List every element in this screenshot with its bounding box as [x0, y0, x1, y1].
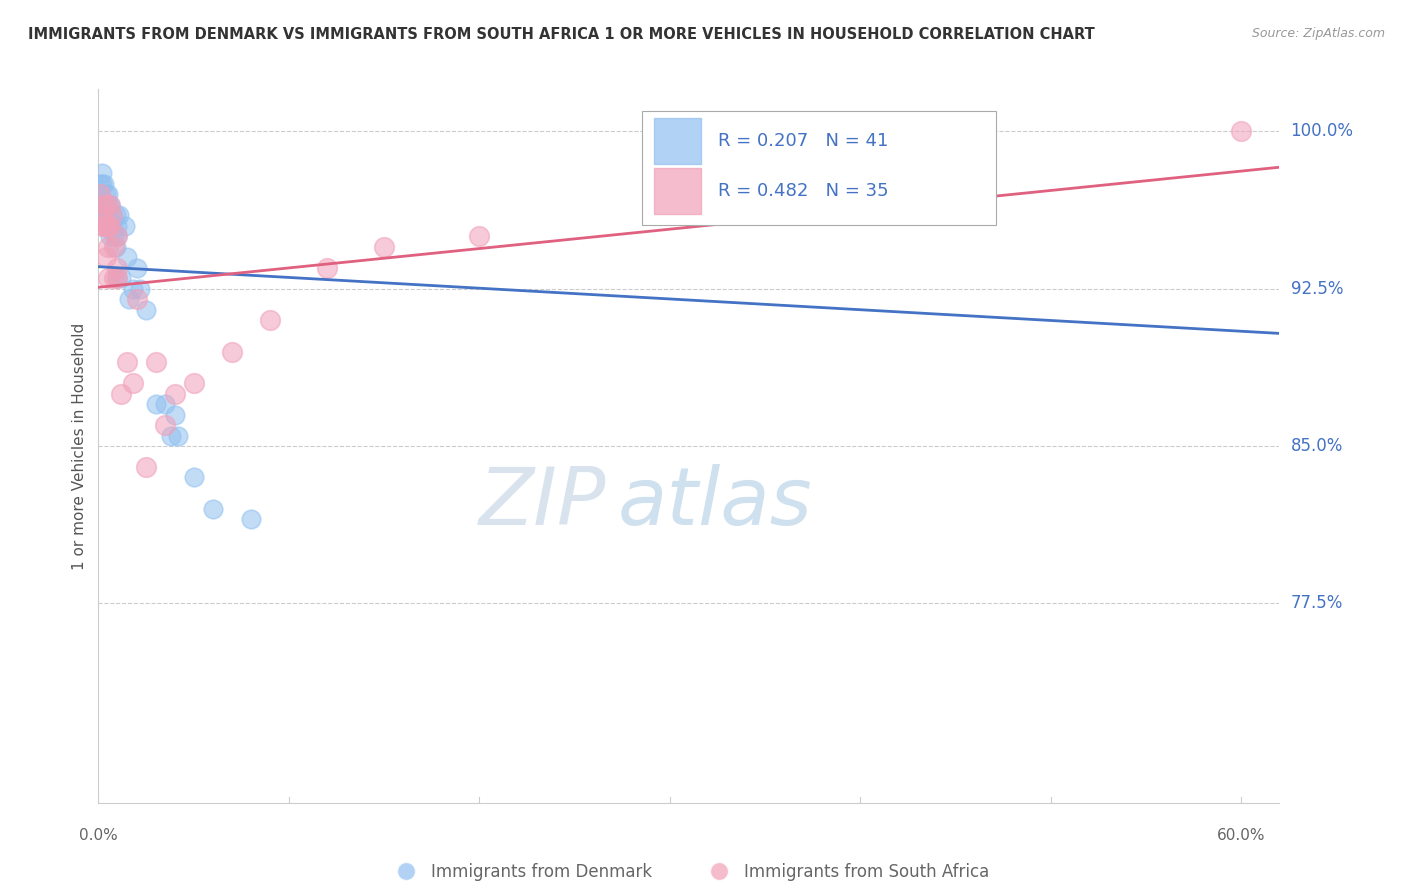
Point — [163, 408, 186, 422]
Text: Source: ZipAtlas.com: Source: ZipAtlas.com — [1251, 27, 1385, 40]
Point — [145, 355, 167, 369]
Point — [201, 502, 224, 516]
Point — [811, 124, 834, 138]
Point — [159, 428, 181, 442]
Point — [114, 219, 136, 233]
Point — [104, 208, 127, 222]
FancyBboxPatch shape — [654, 118, 700, 164]
FancyBboxPatch shape — [654, 168, 700, 214]
Point — [121, 282, 143, 296]
Point — [1230, 124, 1253, 138]
Point — [93, 197, 115, 211]
Point — [259, 313, 281, 327]
Point — [100, 208, 122, 222]
Text: 92.5%: 92.5% — [1291, 279, 1343, 298]
Point — [153, 397, 176, 411]
Point — [373, 239, 395, 253]
Point — [98, 229, 121, 244]
Point — [93, 197, 115, 211]
Point — [107, 271, 129, 285]
Point — [100, 208, 122, 222]
Point — [118, 292, 141, 306]
Point — [97, 239, 120, 253]
Point — [129, 282, 152, 296]
Text: 60.0%: 60.0% — [1218, 828, 1265, 843]
Point — [91, 219, 114, 233]
Point — [658, 208, 681, 222]
Point — [89, 177, 111, 191]
Point — [103, 229, 125, 244]
Point — [107, 229, 129, 244]
Point — [107, 229, 129, 244]
Point — [167, 428, 190, 442]
Point — [107, 260, 129, 275]
FancyBboxPatch shape — [641, 111, 995, 225]
Text: R = 0.482   N = 35: R = 0.482 N = 35 — [718, 182, 889, 200]
Point — [103, 271, 125, 285]
Point — [94, 197, 117, 211]
Point — [94, 187, 117, 202]
Point — [93, 208, 115, 222]
Point — [115, 250, 138, 264]
Text: 0.0%: 0.0% — [79, 828, 118, 843]
Point — [91, 166, 114, 180]
Point — [97, 208, 120, 222]
Point — [94, 197, 117, 211]
Point — [107, 271, 129, 285]
Point — [98, 219, 121, 233]
Point — [125, 292, 148, 306]
Point — [104, 239, 127, 253]
Point — [121, 376, 143, 390]
Point — [89, 187, 111, 202]
Point — [94, 219, 117, 233]
Text: 77.5%: 77.5% — [1291, 594, 1343, 613]
Point — [94, 208, 117, 222]
Point — [135, 302, 157, 317]
Legend: Immigrants from Denmark, Immigrants from South Africa: Immigrants from Denmark, Immigrants from… — [382, 856, 995, 888]
Point — [145, 397, 167, 411]
Point — [221, 344, 243, 359]
Point — [135, 460, 157, 475]
Point — [98, 197, 121, 211]
Text: R = 0.207   N = 41: R = 0.207 N = 41 — [718, 132, 889, 150]
Point — [107, 219, 129, 233]
Point — [108, 208, 131, 222]
Point — [468, 229, 491, 244]
Point — [125, 260, 148, 275]
Point — [98, 197, 121, 211]
Text: 85.0%: 85.0% — [1291, 437, 1343, 455]
Text: atlas: atlas — [619, 464, 813, 542]
Point — [97, 197, 120, 211]
Point — [316, 260, 339, 275]
Point — [115, 355, 138, 369]
Point — [163, 386, 186, 401]
Point — [100, 219, 122, 233]
Point — [153, 417, 176, 432]
Text: IMMIGRANTS FROM DENMARK VS IMMIGRANTS FROM SOUTH AFRICA 1 OR MORE VEHICLES IN HO: IMMIGRANTS FROM DENMARK VS IMMIGRANTS FR… — [28, 27, 1095, 42]
Point — [103, 239, 125, 253]
Point — [97, 271, 120, 285]
Point — [183, 376, 205, 390]
Point — [89, 187, 111, 202]
Point — [97, 219, 120, 233]
Y-axis label: 1 or more Vehicles in Household: 1 or more Vehicles in Household — [72, 322, 87, 570]
Text: ZIP: ZIP — [479, 464, 606, 542]
Text: 100.0%: 100.0% — [1291, 122, 1354, 140]
Point — [94, 250, 117, 264]
Point — [91, 177, 114, 191]
Point — [97, 187, 120, 202]
Point — [91, 208, 114, 222]
Point — [110, 386, 132, 401]
Point — [93, 219, 115, 233]
Point — [239, 512, 262, 526]
Point — [110, 271, 132, 285]
Point — [183, 470, 205, 484]
Point — [93, 177, 115, 191]
